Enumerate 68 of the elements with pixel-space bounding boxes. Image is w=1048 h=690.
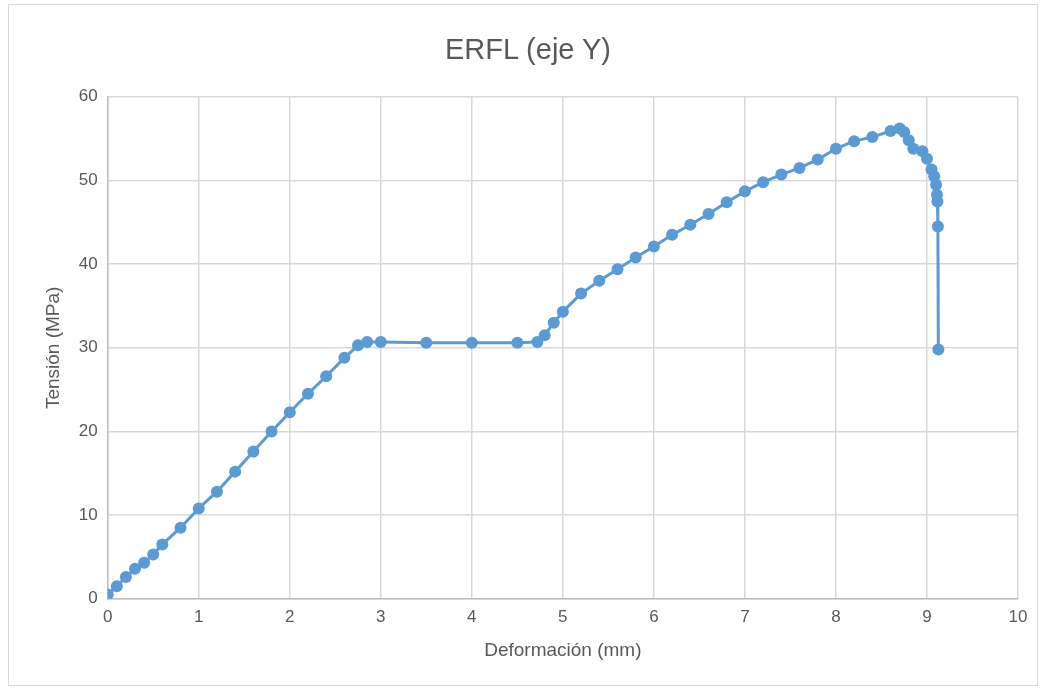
y-tick-label: 50 (78, 170, 98, 190)
x-tick-label: 6 (649, 606, 659, 626)
x-tick-label: 5 (558, 606, 568, 626)
point (920, 152, 933, 165)
point (119, 571, 132, 584)
point (593, 274, 606, 287)
x-tick-label: 2 (285, 606, 295, 626)
point (129, 562, 142, 575)
y-tick-label: 0 (88, 588, 98, 608)
point (374, 335, 387, 348)
point (192, 502, 205, 515)
point (147, 548, 160, 561)
point (361, 335, 374, 348)
y-tick-label: 60 (78, 86, 98, 106)
point (775, 168, 788, 181)
y-tick-label: 40 (78, 253, 98, 273)
chart-title: ERFL (eje Y) (445, 33, 611, 66)
y-tick-label: 20 (78, 421, 98, 441)
point (138, 556, 151, 569)
point (247, 445, 260, 458)
point (611, 263, 624, 276)
point (556, 305, 569, 318)
point (793, 161, 806, 174)
y-tick-label: 30 (78, 337, 98, 357)
point (229, 465, 242, 478)
point (930, 178, 943, 191)
point (511, 336, 524, 349)
point (829, 142, 842, 155)
point (320, 370, 333, 383)
y-tick-label: 10 (78, 504, 98, 524)
point (420, 336, 433, 349)
point (931, 220, 944, 233)
x-tick-label: 10 (1008, 606, 1028, 626)
y-axis-title: Tensión (MPa) (41, 286, 63, 410)
point (666, 228, 679, 241)
point (538, 329, 551, 342)
point (757, 176, 770, 189)
point (156, 538, 169, 551)
x-tick-label: 7 (740, 606, 750, 626)
point (629, 251, 642, 264)
point (647, 240, 660, 253)
x-tick-label: 8 (831, 606, 841, 626)
point (465, 336, 478, 349)
point (720, 196, 733, 209)
point (338, 351, 351, 364)
point (174, 521, 187, 534)
point (110, 580, 123, 593)
point (811, 153, 824, 166)
point (531, 335, 544, 348)
point (848, 135, 861, 148)
x-tick-label: 4 (467, 606, 477, 626)
point (210, 485, 223, 498)
x-axis-title: Deformación (mm) (484, 638, 642, 660)
point (283, 406, 296, 419)
point (866, 130, 879, 143)
point (265, 425, 278, 438)
x-tick-label: 0 (102, 606, 113, 626)
point (738, 185, 751, 198)
point (702, 207, 715, 220)
point (932, 343, 945, 356)
x-tick-label: 1 (194, 606, 204, 626)
x-tick-label: 9 (922, 606, 932, 626)
point (684, 218, 697, 231)
x-tick-label: 3 (376, 606, 386, 626)
point (547, 316, 560, 329)
point (301, 387, 314, 400)
point (898, 125, 911, 138)
point (575, 287, 588, 300)
